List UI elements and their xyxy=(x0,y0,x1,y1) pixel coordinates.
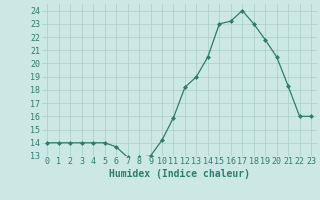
X-axis label: Humidex (Indice chaleur): Humidex (Indice chaleur) xyxy=(109,169,250,179)
